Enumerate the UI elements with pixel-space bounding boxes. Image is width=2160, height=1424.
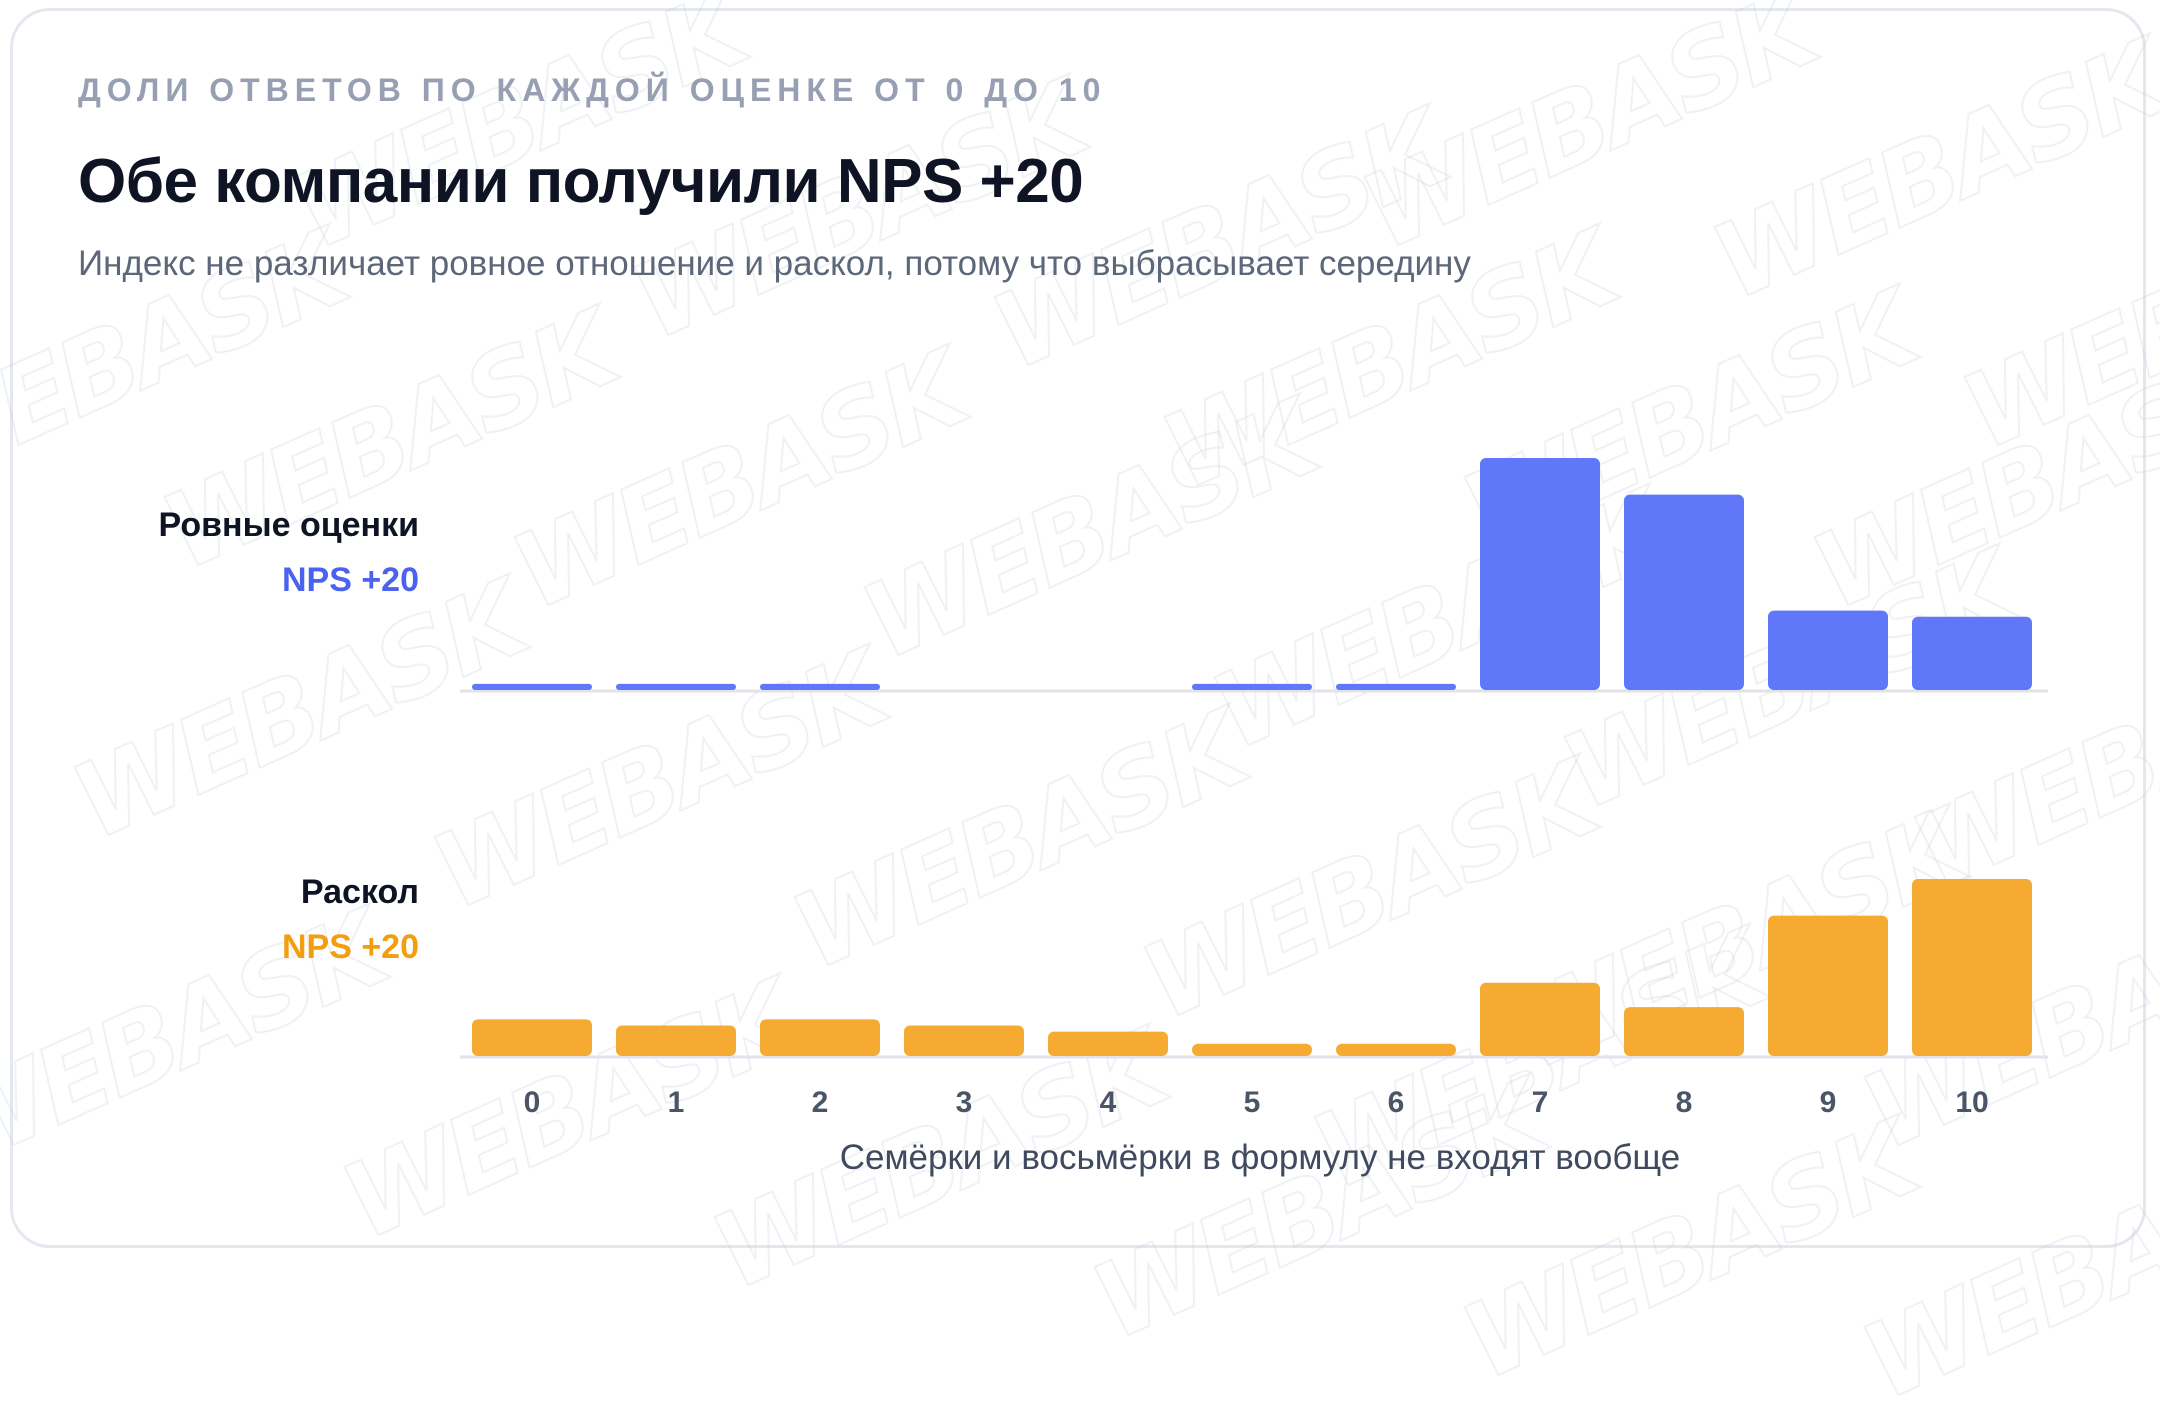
x-tick-label: 6 bbox=[1388, 1086, 1405, 1119]
chart-eyebrow: ДОЛИ ОТВЕТОВ ПО КАЖДОЙ ОЦЕНКЕ ОТ 0 ДО 10 bbox=[78, 72, 1107, 108]
bar-split-9 bbox=[1768, 915, 1888, 1056]
x-tick-label: 10 bbox=[1955, 1086, 1988, 1119]
x-tick-label: 8 bbox=[1676, 1086, 1693, 1119]
bar-split-4 bbox=[1048, 1031, 1168, 1056]
bar-even-6 bbox=[1336, 683, 1456, 690]
bar-split-1 bbox=[616, 1025, 736, 1056]
bar-split-7 bbox=[1480, 982, 1600, 1056]
x-tick-label: 4 bbox=[1100, 1086, 1117, 1119]
series-name-split: Раскол bbox=[300, 873, 419, 911]
x-tick-label: 2 bbox=[812, 1086, 829, 1119]
bar-chart: 0 1 2 3 4 5 6 7 8 9 10 bbox=[460, 458, 2048, 1119]
x-tick-label: 9 bbox=[1820, 1086, 1837, 1119]
bar-split-3 bbox=[904, 1025, 1024, 1056]
series-name-even: Ровные оценки bbox=[158, 506, 419, 544]
x-tick-label: 0 bbox=[524, 1086, 541, 1119]
x-axis-label: Семёрки и восьмёрки в формулу не входят … bbox=[839, 1138, 1681, 1177]
series-nps-split: NPS +20 bbox=[281, 928, 419, 966]
bar-split-6 bbox=[1336, 1043, 1456, 1056]
bar-even-7 bbox=[1480, 458, 1600, 690]
bar-even-5 bbox=[1192, 683, 1312, 690]
chart-title: Обе компании получили NPS +20 bbox=[78, 147, 1084, 216]
bar-split-2 bbox=[760, 1019, 880, 1056]
chart-subtitle: Индекс не различает ровное отношение и р… bbox=[78, 244, 1471, 283]
bar-split-8 bbox=[1624, 1007, 1744, 1056]
bar-even-8 bbox=[1624, 494, 1744, 690]
x-tick-label: 3 bbox=[956, 1086, 973, 1119]
x-tick-label: 7 bbox=[1532, 1086, 1549, 1119]
bar-even-2 bbox=[760, 683, 880, 690]
bar-split-10 bbox=[1912, 878, 2032, 1056]
series-nps-even: NPS +20 bbox=[281, 561, 419, 599]
bar-split-0 bbox=[472, 1019, 592, 1056]
bar-even-10 bbox=[1912, 616, 2032, 690]
bar-even-0 bbox=[472, 683, 592, 690]
x-tick-label: 5 bbox=[1244, 1086, 1261, 1119]
bar-even-9 bbox=[1768, 610, 1888, 690]
x-tick-label: 1 bbox=[668, 1086, 685, 1119]
bar-split-5 bbox=[1192, 1043, 1312, 1056]
bar-even-1 bbox=[616, 683, 736, 690]
